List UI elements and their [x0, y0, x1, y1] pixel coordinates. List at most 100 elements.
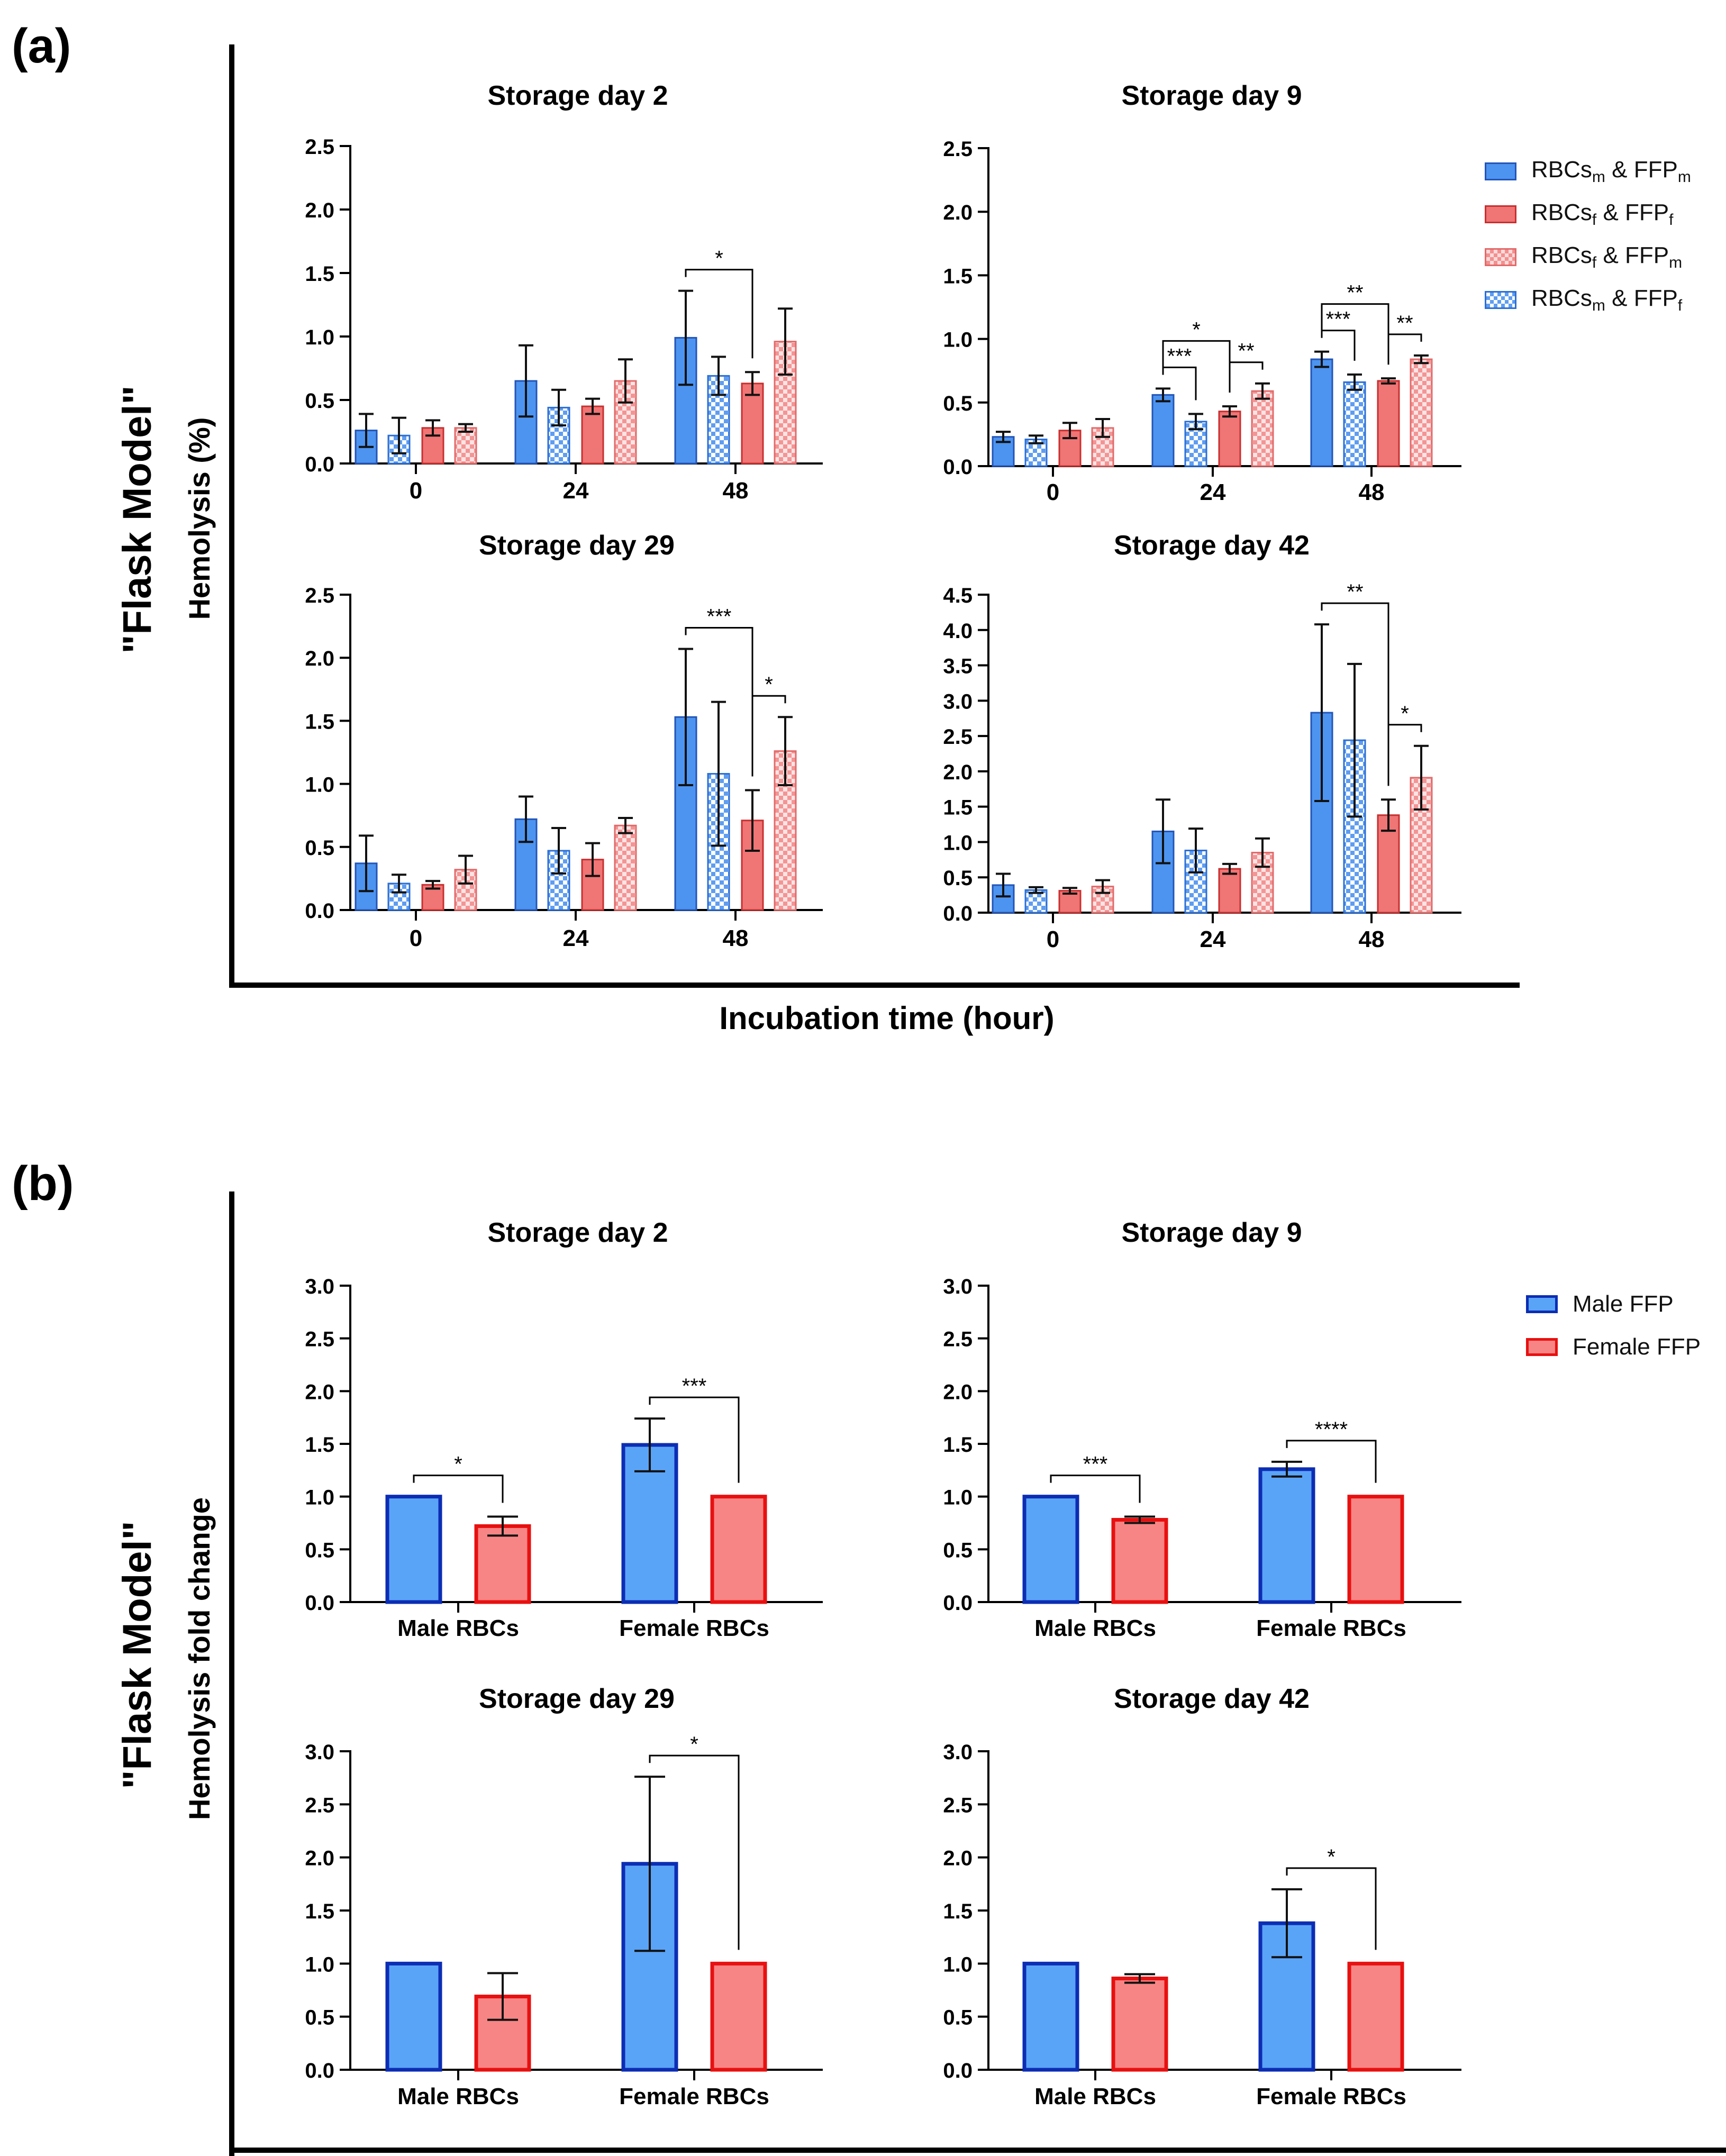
y-tick-label: 1.0 — [305, 774, 334, 797]
chart-title: Storage day 2 — [487, 1217, 668, 1248]
chart-title: Storage day 42 — [1114, 1684, 1310, 1714]
legend-swatch-solid-blue — [1485, 162, 1516, 180]
significance-label: ** — [1347, 281, 1363, 305]
bar — [1343, 381, 1366, 467]
significance-bracket — [649, 1396, 740, 1483]
bar — [1022, 1961, 1079, 2072]
y-tick-label: 1.0 — [305, 326, 334, 349]
bar — [385, 1495, 442, 1604]
y-tick-label: 2.0 — [943, 1847, 973, 1870]
bar — [1151, 394, 1175, 467]
panel-b-y-axis-label: Hemolysis fold change — [183, 1497, 216, 1820]
y-tick-label: 1.5 — [943, 1900, 973, 1923]
x-tick-label: 48 — [1359, 479, 1385, 505]
significance-bracket — [1321, 303, 1389, 365]
legend-label: RBCsm & FFPf — [1531, 285, 1683, 314]
charts-layer: Storage day 2 0.0 0.5 1.0 1.5 2.0 2.5 0 24 48 * Sto… — [305, 80, 1461, 2109]
chart-title: Storage day 42 — [1114, 530, 1310, 561]
y-tick-label: 2.0 — [305, 1847, 334, 1870]
y-tick-label: 2.5 — [305, 1328, 334, 1351]
bar — [1347, 1961, 1404, 2072]
significance-label: *** — [1083, 1453, 1108, 1476]
bar — [1410, 358, 1433, 467]
bar — [614, 380, 637, 465]
bar — [774, 341, 797, 465]
y-tick-label: 2.0 — [305, 199, 334, 222]
legend-b-item: Male FFP — [1526, 1282, 1701, 1325]
significance-bracket — [649, 1754, 740, 1950]
y-tick-label: 1.5 — [943, 1433, 973, 1457]
y-tick-label: 0.0 — [305, 899, 334, 923]
x-tick-label: 48 — [1359, 926, 1385, 952]
y-tick-label: 0.5 — [943, 867, 973, 890]
y-tick-label: 1.0 — [943, 329, 973, 352]
x-tick-label: 0 — [410, 925, 422, 951]
y-tick-label: 1.0 — [943, 1486, 973, 1509]
significance-label: * — [690, 1733, 698, 1756]
legend-label: RBCsf & FFPm — [1531, 242, 1683, 271]
y-tick-label: 0.5 — [943, 1539, 973, 1562]
x-tick-label: 0 — [1047, 926, 1059, 952]
y-tick-label: 1.0 — [305, 1953, 334, 1976]
y-tick-label: 0.5 — [305, 1539, 334, 1562]
y-tick-label: 2.5 — [305, 135, 334, 159]
chart-5: Storage day 2 0.0 0.5 1.0 1.5 2.0 2.5 3.0 Male R… — [305, 1217, 823, 1641]
legend-swatch-female-ffp — [1526, 1338, 1558, 1356]
significance-label: **** — [1315, 1418, 1348, 1441]
x-tick-label: Female RBCs — [1256, 2084, 1406, 2109]
bar — [1258, 1921, 1315, 2072]
chart-title: Storage day 9 — [1121, 1217, 1302, 1248]
bar — [614, 824, 637, 911]
significance-bracket — [413, 1475, 504, 1503]
y-tick-label: 0.0 — [943, 456, 973, 479]
legend-panel-a: RBCsm & FFPm RBCsf & FFPf RBCsf & FFPm R… — [1485, 150, 1691, 321]
legend-a-item: RBCsm & FFPm — [1485, 150, 1691, 193]
y-tick-label: 2.5 — [305, 584, 334, 607]
y-tick-label: 4.0 — [943, 620, 973, 643]
y-tick-label: 0.0 — [305, 1591, 334, 1615]
y-tick-label: 1.0 — [943, 1953, 973, 1976]
significance-label: *** — [682, 1375, 707, 1398]
y-tick-label: 2.5 — [943, 138, 973, 161]
y-tick-label: 3.0 — [943, 1741, 973, 1764]
significance-bracket — [1162, 340, 1231, 393]
bar — [454, 427, 477, 465]
y-tick-label: 0.0 — [305, 453, 334, 476]
bar — [1022, 1495, 1079, 1604]
chart-title: Storage day 29 — [479, 530, 675, 561]
y-tick-label: 2.5 — [943, 1328, 973, 1351]
y-tick-label: 2.0 — [305, 647, 334, 670]
y-tick-label: 1.0 — [943, 831, 973, 854]
legend-a-item: RBCsf & FFPf — [1485, 193, 1691, 235]
chart-6: Storage day 9 0.0 0.5 1.0 1.5 2.0 2.5 3.0 Male R… — [943, 1217, 1461, 1641]
y-tick-label: 1.5 — [943, 796, 973, 820]
y-tick-label: 0.5 — [943, 392, 973, 415]
y-tick-label: 3.5 — [943, 655, 973, 678]
significance-label: ** — [1347, 580, 1363, 604]
chart-title: Storage day 9 — [1121, 80, 1302, 111]
y-tick-label: 0.0 — [943, 2059, 973, 2082]
y-tick-label: 0.0 — [943, 1591, 973, 1615]
chart-2: Storage day 90.00.51.01.52.02.50 24 48*** *… — [943, 80, 1461, 505]
x-tick-label: 0 — [1047, 479, 1059, 505]
significance-label: * — [1327, 1845, 1336, 1869]
significance-label: *** — [1167, 344, 1192, 368]
legend-label: Female FFP — [1573, 1333, 1701, 1360]
x-tick-label: Female RBCs — [1256, 1615, 1406, 1641]
bar — [474, 1524, 531, 1604]
significance-label: * — [715, 247, 723, 270]
legend-swatch-solid-red — [1485, 205, 1516, 223]
y-tick-label: 0.5 — [943, 2006, 973, 2030]
legend-swatch-male-ffp — [1526, 1295, 1558, 1313]
panel-a-label: (a) — [12, 19, 71, 73]
bar — [1347, 1495, 1404, 1604]
y-tick-label: 1.5 — [943, 265, 973, 288]
x-tick-label: 0 — [410, 478, 422, 504]
x-tick-label: Male RBCs — [397, 1615, 519, 1641]
bar — [1310, 358, 1333, 467]
bar — [710, 1961, 767, 2072]
bar — [1111, 1976, 1168, 2072]
significance-label: *** — [707, 605, 732, 629]
x-tick-label: 24 — [563, 478, 589, 504]
significance-bracket — [1321, 330, 1356, 361]
